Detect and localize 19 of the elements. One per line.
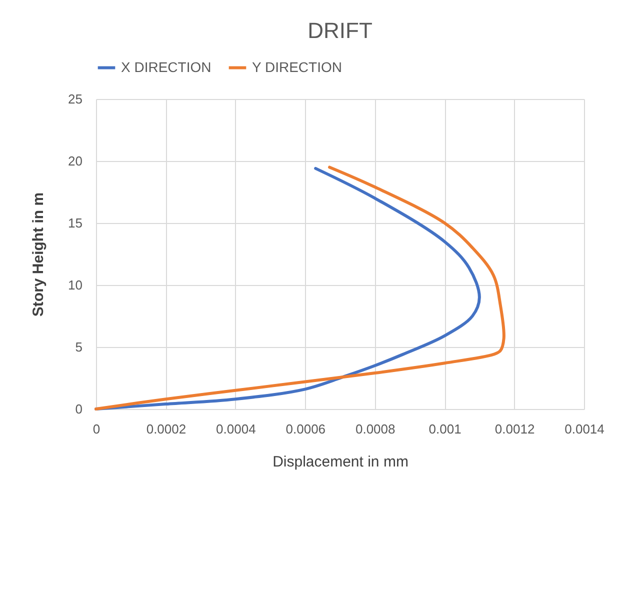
legend-label: Y DIRECTION xyxy=(252,58,342,75)
y-tick-label: 15 xyxy=(68,216,82,230)
x-tick-label: 0 xyxy=(92,422,100,436)
y-axis-title: Story Height in m xyxy=(30,192,48,317)
x-tick-label: 0.001 xyxy=(428,422,462,436)
x-tick-label: 0.0012 xyxy=(494,422,535,436)
x-axis-title: Displacement in mm xyxy=(272,454,408,470)
x-tick-label: 0.0006 xyxy=(286,422,326,436)
y-tick-label: 10 xyxy=(68,278,82,292)
y-tick-label: 0 xyxy=(75,402,82,416)
y-tick-label: 5 xyxy=(75,340,82,354)
chart-title: DRIFT xyxy=(308,18,372,43)
y-tick-label: 25 xyxy=(68,92,82,106)
x-tick-label: 0.0004 xyxy=(216,422,256,436)
legend-label: X DIRECTION xyxy=(121,58,212,75)
x-tick-label: 0.0014 xyxy=(564,422,604,436)
x-tick-label: 0.0008 xyxy=(355,422,396,436)
x-tick-label: 0.0002 xyxy=(146,422,186,436)
y-tick-label: 20 xyxy=(68,154,82,168)
